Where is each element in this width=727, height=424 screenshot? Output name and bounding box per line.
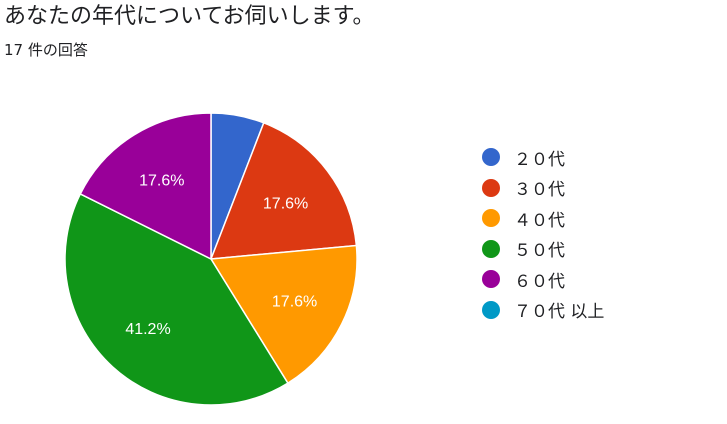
- slice-label-3: 17.6%: [272, 294, 317, 311]
- pie-slice-2[interactable]: [209, 121, 358, 260]
- legend-item[interactable]: ６０代: [482, 264, 604, 295]
- legend-label: ３０代: [514, 180, 565, 201]
- legend-item[interactable]: ５０代: [482, 234, 604, 265]
- legend-swatch: [482, 239, 500, 258]
- slice-label-5: 17.6%: [139, 173, 184, 190]
- legend-item[interactable]: ３０代: [482, 173, 604, 204]
- legend-swatch: [482, 178, 500, 197]
- pie-slice-3[interactable]: [209, 244, 358, 385]
- legend-item[interactable]: ２０代: [482, 142, 604, 173]
- legend-label: ４０代: [514, 210, 565, 231]
- legend-swatch: [482, 270, 500, 289]
- legend-swatch: [482, 300, 500, 319]
- pie-labels: 17.6% 17.6% 41.2% 17.6%: [125, 173, 317, 339]
- pie-slice-4[interactable]: [64, 192, 289, 406]
- pie-slices: [64, 112, 358, 406]
- legend-label: ２０代: [514, 149, 565, 170]
- legend-label: ７０代 以上: [514, 302, 605, 323]
- pie-slice-5[interactable]: [79, 112, 212, 261]
- question-title: あなたの年代についてお伺いします。: [4, 4, 375, 29]
- legend-label: ６０代: [514, 271, 565, 292]
- legend-item[interactable]: ４０代: [482, 203, 604, 234]
- chart-legend: ２０代 ３０代 ４０代 ５０代 ６０代 ７０代 以上: [482, 142, 604, 325]
- response-count: 17 件の回答: [4, 41, 88, 59]
- slice-label-2: 17.6%: [263, 196, 308, 213]
- legend-label: ５０代: [514, 241, 565, 262]
- legend-swatch: [482, 148, 500, 167]
- legend-swatch: [482, 209, 500, 228]
- slice-label-4: 41.2%: [125, 321, 170, 338]
- legend-item[interactable]: ７０代 以上: [482, 295, 604, 326]
